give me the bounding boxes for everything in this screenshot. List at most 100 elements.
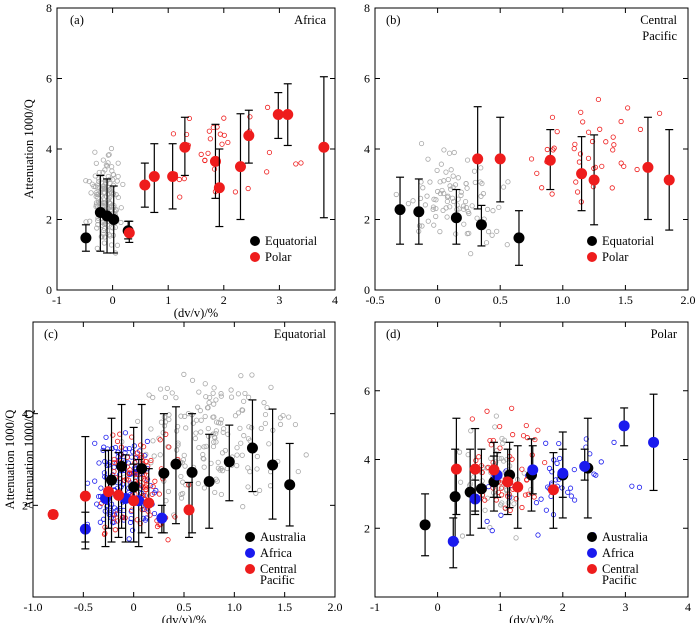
raw-point	[410, 198, 416, 204]
legend-marker	[587, 564, 597, 574]
raw-point	[511, 501, 517, 507]
raw-point	[460, 203, 467, 209]
raw-point	[286, 414, 292, 420]
raw-point	[656, 110, 663, 116]
raw-point	[138, 475, 144, 481]
raw-point	[109, 164, 115, 170]
raw-point	[458, 189, 464, 195]
raw-point	[100, 183, 106, 189]
raw-point	[218, 466, 224, 472]
mean-point	[579, 460, 591, 472]
raw-point	[107, 233, 113, 239]
raw-point	[219, 450, 226, 456]
raw-point	[130, 527, 136, 533]
raw-point	[206, 128, 212, 134]
mean-point	[419, 519, 431, 531]
raw-point	[524, 477, 530, 483]
raw-point	[493, 497, 499, 503]
raw-point	[202, 381, 208, 387]
raw-point	[103, 434, 109, 440]
raw-point	[166, 412, 172, 418]
raw-point	[101, 470, 108, 476]
x-tick-label: 1.0	[555, 293, 570, 307]
raw-point	[280, 412, 286, 419]
raw-point	[471, 474, 477, 480]
raw-point	[591, 471, 597, 477]
raw-point	[186, 115, 192, 122]
mean-point	[272, 108, 284, 120]
legend-label: Central Pacific	[260, 562, 297, 587]
mean-point	[318, 141, 330, 153]
raw-point	[142, 492, 148, 499]
panel-4: -1 0 1 2 3 4 2 4 6 (dv/v)/% Attenuation 1000/Q (d) P…	[22, 321, 691, 623]
raw-point	[96, 169, 102, 176]
legend-label: Africa	[260, 546, 292, 560]
raw-point	[92, 440, 98, 446]
raw-point	[114, 242, 121, 248]
mean-point	[128, 495, 140, 507]
legend-marker	[587, 548, 597, 558]
raw-point	[264, 104, 271, 110]
x-tick-label: 4	[332, 293, 338, 307]
raw-point	[495, 489, 501, 495]
raw-point	[115, 160, 121, 166]
y-tick-label: 6	[364, 384, 370, 398]
mean-point	[588, 174, 600, 186]
raw-point	[464, 231, 470, 237]
raw-point	[177, 194, 183, 200]
raw-point	[143, 484, 149, 490]
mean-point	[183, 504, 195, 516]
legend-marker	[587, 252, 597, 262]
raw-point	[592, 164, 599, 171]
mean-point	[494, 153, 506, 165]
raw-point	[87, 218, 93, 224]
raw-point	[100, 157, 106, 163]
x-tick-label: 0	[110, 293, 116, 307]
raw-point	[214, 478, 220, 484]
legend-marker	[245, 564, 255, 574]
raw-point	[112, 224, 118, 231]
raw-point	[183, 425, 189, 431]
raw-point	[554, 129, 560, 135]
mean-point	[450, 212, 462, 224]
raw-point	[466, 210, 472, 217]
raw-point	[482, 507, 488, 513]
raw-point	[92, 149, 98, 155]
raw-point	[150, 394, 156, 401]
raw-point	[221, 426, 227, 432]
raw-point	[418, 140, 425, 147]
raw-point	[571, 146, 577, 152]
y-tick-label: 8	[364, 1, 370, 15]
raw-point	[156, 491, 162, 497]
x-tick-label: 2.0	[681, 293, 696, 307]
raw-point	[213, 397, 219, 403]
y-axis-label: Attenuation 1000/Q	[3, 410, 17, 510]
raw-point	[161, 423, 168, 429]
raw-point	[254, 453, 260, 460]
raw-point	[487, 524, 493, 531]
raw-point	[610, 134, 616, 140]
raw-point	[559, 485, 565, 491]
raw-point	[152, 478, 158, 484]
mean-point	[618, 420, 630, 432]
raw-point	[554, 460, 560, 466]
raw-point	[485, 229, 492, 235]
raw-point	[488, 442, 494, 448]
raw-point	[303, 452, 309, 458]
raw-point	[597, 126, 603, 132]
raw-point	[147, 512, 153, 518]
raw-point	[178, 495, 185, 501]
raw-point	[210, 443, 217, 450]
raw-point	[173, 395, 179, 401]
raw-point	[110, 177, 116, 183]
raw-point	[93, 193, 99, 200]
raw-point	[196, 389, 202, 395]
raw-point	[108, 242, 115, 248]
legend-label: Australia	[260, 530, 306, 544]
raw-point	[157, 452, 163, 458]
raw-point	[180, 490, 186, 497]
raw-point	[539, 185, 545, 191]
mean-point	[663, 174, 675, 186]
raw-point	[618, 160, 624, 166]
